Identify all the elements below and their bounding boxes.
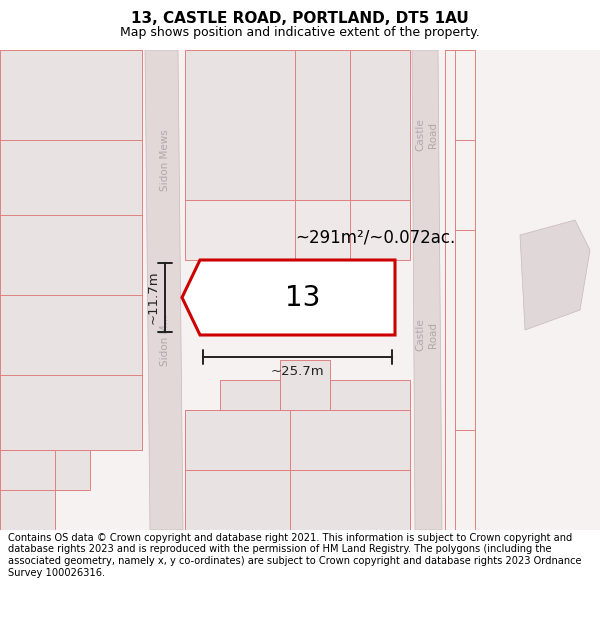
Bar [185, 50, 410, 200]
Bar [280, 360, 330, 410]
Bar [330, 380, 410, 410]
Text: ~25.7m: ~25.7m [271, 365, 325, 378]
Bar [185, 50, 410, 200]
Text: Contains OS data © Crown copyright and database right 2021. This information is : Contains OS data © Crown copyright and d… [8, 533, 581, 578]
Bar [280, 360, 330, 410]
Bar [0, 450, 90, 490]
Text: ~11.7m: ~11.7m [147, 271, 160, 324]
Bar [185, 200, 410, 260]
Bar [220, 380, 280, 410]
Bar [330, 380, 410, 410]
Bar [290, 470, 410, 530]
Text: 13, CASTLE ROAD, PORTLAND, DT5 1AU: 13, CASTLE ROAD, PORTLAND, DT5 1AU [131, 11, 469, 26]
Polygon shape [412, 50, 442, 530]
Bar [290, 410, 410, 470]
Bar [185, 470, 290, 530]
Bar [185, 200, 410, 260]
Bar [185, 410, 410, 530]
Polygon shape [182, 260, 395, 335]
Bar [185, 410, 290, 470]
Polygon shape [145, 50, 183, 530]
Bar [0, 450, 55, 530]
Text: Sidon Mews: Sidon Mews [160, 129, 170, 191]
Text: Castle
Road: Castle Road [416, 319, 438, 351]
Bar [220, 380, 280, 410]
Bar [0, 450, 55, 530]
Polygon shape [520, 220, 590, 330]
Text: ~291m²/~0.072ac.: ~291m²/~0.072ac. [295, 229, 455, 247]
Bar [185, 410, 410, 530]
Text: Map shows position and indicative extent of the property.: Map shows position and indicative extent… [120, 26, 480, 39]
Text: Sidon M…: Sidon M… [160, 314, 170, 366]
Text: Castle
Road: Castle Road [416, 119, 438, 151]
Bar [0, 450, 90, 490]
Text: 13: 13 [285, 284, 320, 311]
Bar [0, 50, 142, 450]
